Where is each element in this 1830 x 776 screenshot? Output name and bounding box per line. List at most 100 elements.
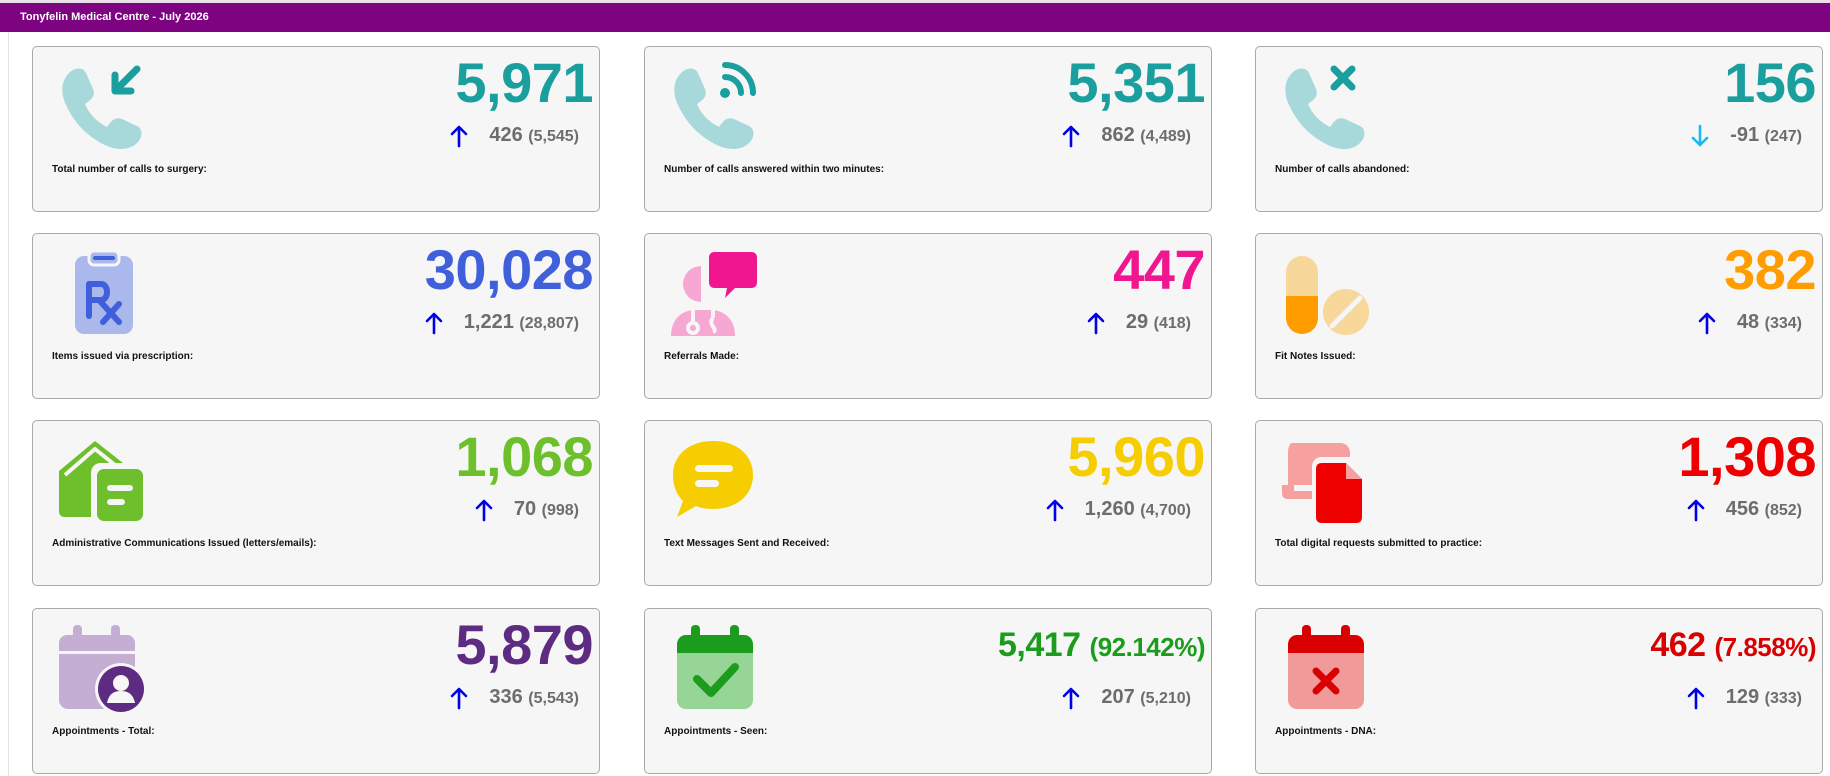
- card-label: Total number of calls to surgery:: [52, 164, 207, 175]
- calendar-check-icon: [667, 621, 763, 717]
- card-calls-abandoned: 156 -91 (247) Number of calls abandoned:: [1255, 46, 1823, 212]
- change-value: 29: [1125, 311, 1149, 333]
- mail-letter-icon: [55, 433, 151, 529]
- phone-incoming-icon: [55, 59, 151, 155]
- previous-value: (5,545): [528, 128, 579, 145]
- phone-answered-icon: [667, 59, 763, 155]
- change-value: 129: [1725, 686, 1760, 708]
- card-value: 382: [1724, 238, 1816, 301]
- card-label: Appointments - Total:: [52, 726, 155, 737]
- card-appointments-dna: 462 (7.858%) 129 (333) Appointments - DN…: [1255, 608, 1823, 774]
- calendar-user-icon: [55, 621, 151, 717]
- arrow-up-icon: [472, 498, 496, 522]
- card-change: 207 (5,210): [1059, 683, 1191, 711]
- change-value: 456: [1725, 498, 1760, 520]
- previous-value: (418): [1153, 315, 1191, 332]
- digital-request-icon: [1278, 433, 1374, 529]
- arrow-down-icon: [1688, 124, 1712, 148]
- change-value: -91: [1730, 124, 1760, 146]
- arrow-up-icon: [1059, 124, 1083, 148]
- card-change: -91 (247): [1688, 121, 1802, 149]
- change-value: 1,260: [1084, 498, 1135, 520]
- previous-value: (5,543): [528, 690, 579, 707]
- card-value: 1,308: [1678, 425, 1816, 488]
- previous-value: (334): [1764, 315, 1802, 332]
- change-value: 207: [1101, 686, 1135, 708]
- previous-value: (247): [1764, 128, 1802, 145]
- card-change: 336 (5,543): [447, 683, 579, 711]
- card-value: 156: [1724, 51, 1816, 114]
- card-change: 129 (333): [1684, 683, 1802, 711]
- previous-value: (28,807): [519, 315, 579, 332]
- card-change: 1,221 (28,807): [422, 308, 579, 336]
- card-value: 5,417 (92.142%): [997, 625, 1206, 667]
- card-label: Appointments - DNA:: [1275, 726, 1377, 737]
- calendar-cross-icon: [1278, 621, 1374, 717]
- card-label: Number of calls abandoned:: [1275, 164, 1410, 175]
- previous-value: (4,700): [1140, 502, 1191, 519]
- card-calls-answered: 5,351 862 (4,489) Number of calls answer…: [644, 46, 1212, 212]
- card-change: 456 (852): [1684, 495, 1802, 523]
- value-number: 5,417: [997, 626, 1081, 664]
- arrow-up-icon: [1059, 686, 1083, 710]
- card-value: 5,351: [1067, 51, 1205, 114]
- card-label: Total digital requests submitted to prac…: [1275, 538, 1483, 549]
- doctor-referral-icon: [667, 246, 763, 342]
- card-text-messages: 5,960 1,260 (4,700) Text Messages Sent a…: [644, 420, 1212, 586]
- phone-abandoned-icon: [1278, 59, 1374, 155]
- change-value: 336: [489, 686, 523, 708]
- arrow-up-icon: [447, 124, 471, 148]
- previous-value: (4,489): [1140, 128, 1191, 145]
- header-bar: Tonyfelin Medical Centre - July 2026: [0, 0, 1830, 32]
- card-appointments-total: 5,879 336 (5,543) Appointments - Total:: [32, 608, 600, 774]
- card-value: 5,879: [455, 613, 593, 676]
- card-change: 1,260 (4,700): [1043, 495, 1191, 523]
- card-label: Referrals Made:: [664, 351, 740, 362]
- card-change: 426 (5,545): [447, 121, 579, 149]
- card-change: 862 (4,489): [1059, 121, 1191, 149]
- card-label: Text Messages Sent and Received:: [664, 538, 830, 549]
- card-label: Fit Notes Issued:: [1275, 351, 1356, 362]
- card-label: Items issued via prescription:: [52, 351, 194, 362]
- value-percent: (7.858%): [1714, 632, 1817, 662]
- value-percent: (92.142%): [1089, 632, 1206, 662]
- card-label: Appointments - Seen:: [664, 726, 768, 737]
- arrow-up-icon: [1043, 498, 1067, 522]
- card-prescriptions: 30,028 1,221 (28,807) Items issued via p…: [32, 233, 600, 399]
- arrow-up-icon: [422, 311, 446, 335]
- card-digital-requests: 1,308 456 (852) Total digital requests s…: [1255, 420, 1823, 586]
- card-fit-notes: 382 48 (334) Fit Notes Issued:: [1255, 233, 1823, 399]
- arrow-up-icon: [1695, 311, 1719, 335]
- card-appointments-seen: 5,417 (92.142%) 207 (5,210) Appointments…: [644, 608, 1212, 774]
- previous-value: (5,210): [1140, 690, 1191, 707]
- left-divider: [8, 32, 9, 776]
- change-value: 48: [1736, 311, 1760, 333]
- card-change: 48 (334): [1695, 308, 1802, 336]
- change-value: 426: [489, 124, 523, 146]
- card-label: Administrative Communications Issued (le…: [52, 538, 317, 549]
- card-referrals: 447 29 (418) Referrals Made:: [644, 233, 1212, 399]
- previous-value: (852): [1764, 502, 1802, 519]
- change-value: 1,221: [463, 311, 514, 333]
- speech-bubble-icon: [667, 433, 763, 529]
- card-change: 70 (998): [472, 495, 579, 523]
- previous-value: (998): [541, 502, 579, 519]
- pills-icon: [1278, 246, 1374, 342]
- card-value: 5,971: [455, 51, 593, 114]
- arrow-up-icon: [447, 686, 471, 710]
- card-total-calls: 5,971 426 (5,545) Total number of calls …: [32, 46, 600, 212]
- previous-value: (333): [1764, 690, 1802, 707]
- page-title: Tonyfelin Medical Centre - July 2026: [20, 11, 209, 23]
- change-value: 70: [513, 498, 537, 520]
- card-value: 462 (7.858%): [1650, 625, 1816, 667]
- change-value: 862: [1101, 124, 1135, 146]
- card-value: 1,068: [455, 425, 593, 488]
- card-change: 29 (418): [1084, 308, 1191, 336]
- card-value: 5,960: [1067, 425, 1205, 488]
- arrow-up-icon: [1684, 686, 1708, 710]
- card-label: Number of calls answered within two minu…: [664, 164, 885, 175]
- card-value: 447: [1113, 238, 1205, 301]
- card-value: 30,028: [424, 238, 594, 301]
- arrow-up-icon: [1084, 311, 1108, 335]
- arrow-up-icon: [1684, 498, 1708, 522]
